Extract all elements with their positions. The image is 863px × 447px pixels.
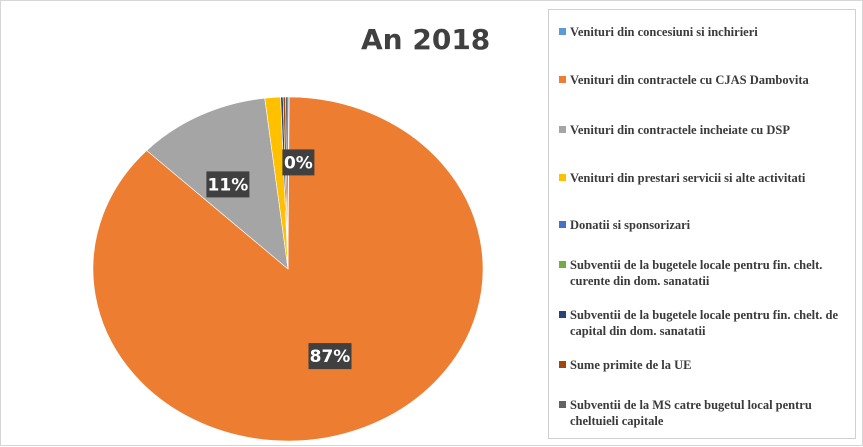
data-label-box (308, 343, 352, 370)
legend-item-6: Subventii de la bugetele locale pentru f… (559, 307, 853, 339)
data-label-box (282, 149, 315, 176)
data-label-text: 0% (284, 153, 313, 173)
chart-title: An 2018 (361, 23, 491, 56)
legend-item-2: Venituri din contractele incheiate cu DS… (559, 122, 853, 138)
legend-label: Subventii de la bugetele locale pentru f… (570, 308, 839, 338)
legend-swatch (559, 126, 566, 133)
legend-label: Subventii de la MS catre bugetul local p… (570, 398, 812, 428)
legend-item-3: Venituri din prestari servicii si alte a… (559, 170, 853, 186)
legend-swatch (559, 401, 566, 408)
legend-item-4: Donatii si sponsorizari (559, 217, 853, 233)
legend-label: Venituri din prestari servicii si alte a… (570, 171, 806, 185)
legend-label: Venituri din contractele cu CJAS Dambovi… (570, 73, 809, 87)
data-label-text: 87% (310, 347, 351, 367)
data-label-1: 11% (206, 171, 250, 198)
legend-swatch (559, 28, 566, 35)
legend-swatch (559, 174, 566, 181)
data-label-2: 0% (282, 149, 315, 176)
legend-item-8: Subventii de la MS catre bugetul local p… (559, 397, 853, 429)
data-label-0: 87% (308, 343, 352, 370)
legend-label: Subventii de la bugetele locale pentru f… (570, 258, 823, 288)
legend-label: Venituri din contractele incheiate cu DS… (570, 123, 791, 137)
legend-item-1: Venituri din contractele cu CJAS Dambovi… (559, 72, 853, 88)
legend-swatch (559, 311, 566, 318)
legend-item-5: Subventii de la bugetele locale pentru f… (559, 257, 853, 289)
legend-swatch (559, 76, 566, 83)
legend-label: Donatii si sponsorizari (570, 218, 691, 232)
legend-label: Venituri din concesiuni si inchirieri (570, 25, 758, 39)
legend-item-7: Sume primite de la UE (559, 357, 853, 373)
legend-label: Sume primite de la UE (570, 358, 692, 372)
legend-item-0: Venituri din concesiuni si inchirieri (559, 24, 853, 40)
legend-swatch (559, 361, 566, 368)
pie-slice-8 (285, 96, 289, 270)
data-label-text: 11% (208, 175, 249, 195)
chart-legend: Venituri din concesiuni si inchirieri Ven… (548, 9, 856, 439)
legend-swatch (559, 221, 566, 228)
legend-swatch (559, 261, 566, 268)
data-label-box (206, 171, 250, 198)
